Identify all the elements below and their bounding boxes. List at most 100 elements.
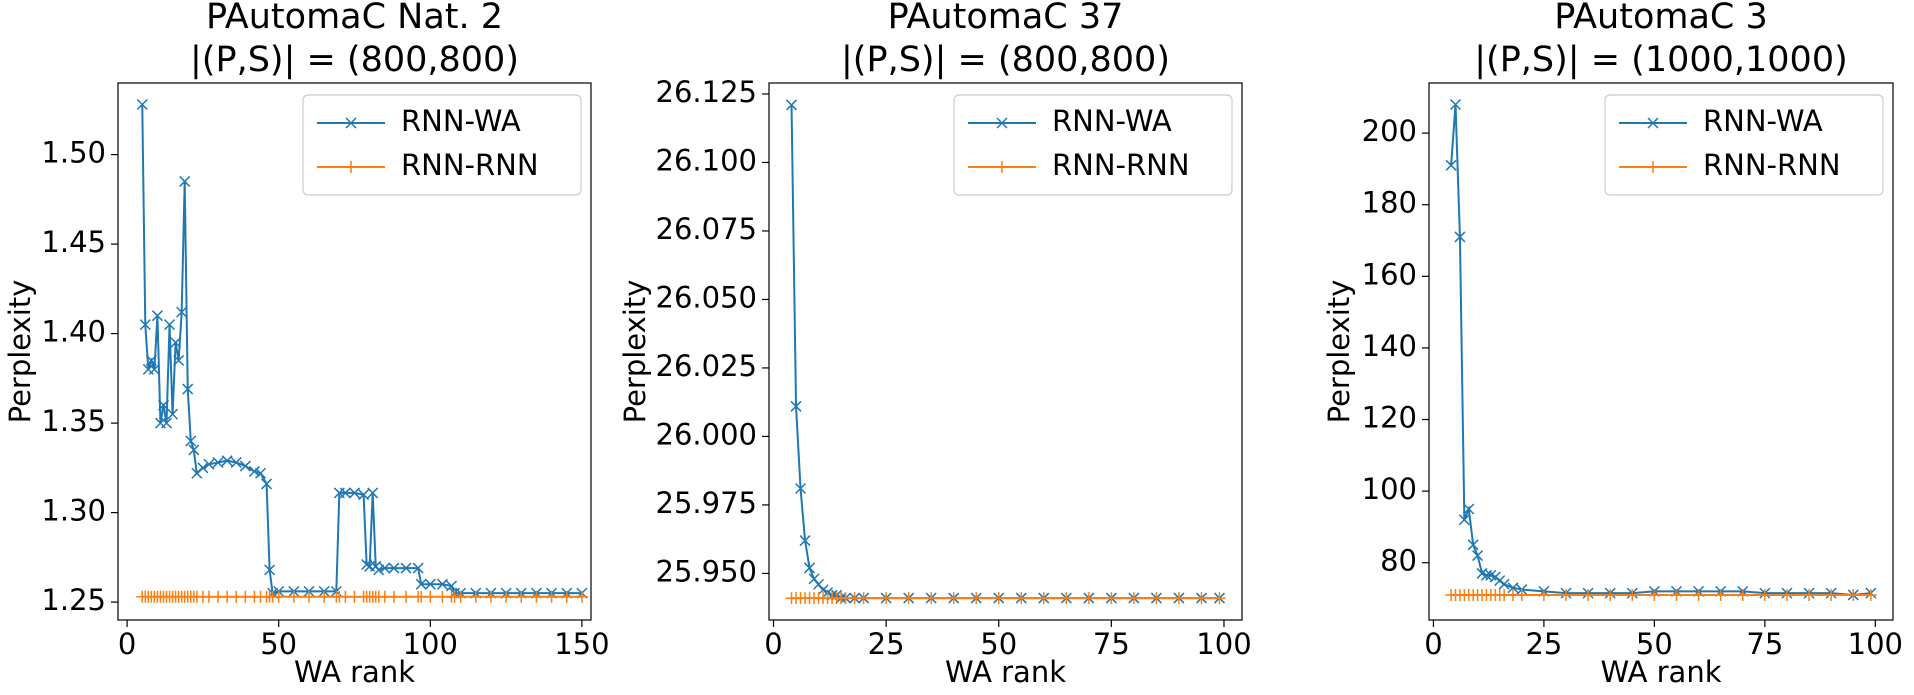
data-point — [469, 590, 482, 603]
data-point — [164, 319, 176, 331]
data-point — [1458, 514, 1470, 526]
x-axis-label: WA rank — [294, 655, 415, 689]
data-point — [1150, 592, 1163, 605]
data-point — [880, 592, 893, 605]
y-tick-label: 26.100 — [656, 143, 757, 177]
data-point — [145, 354, 157, 366]
y-tick-label: 1.25 — [41, 583, 106, 617]
data-point — [992, 592, 1005, 605]
y-tick-label: 140 — [1362, 329, 1417, 363]
y-tick-label: 1.45 — [41, 225, 106, 259]
data-point — [902, 592, 915, 605]
data-point — [970, 592, 983, 605]
legend-box — [953, 94, 1233, 196]
y-tick-label: 26.125 — [656, 75, 757, 109]
y-tick-label: 25.950 — [656, 554, 757, 588]
data-point — [173, 354, 185, 366]
y-tick-label: 200 — [1362, 114, 1417, 148]
plot-frame — [768, 82, 1243, 621]
legend-marker — [996, 161, 1008, 173]
data-point — [182, 383, 194, 395]
data-point — [790, 400, 802, 412]
data-point — [545, 590, 558, 603]
data-point — [254, 467, 267, 479]
data-point — [261, 478, 273, 490]
data-point — [239, 460, 251, 472]
chart-subtitle: |(P,S)| = (800,800) — [190, 40, 519, 80]
data-point — [1847, 588, 1860, 601]
y-tick-label: 120 — [1362, 401, 1417, 435]
data-point — [358, 489, 370, 501]
data-point — [1467, 539, 1479, 551]
data-point — [339, 487, 351, 499]
data-point — [484, 590, 497, 603]
legend-label: RNN-RNN — [1703, 148, 1841, 182]
y-tick-label: 160 — [1362, 257, 1417, 291]
y-tick-label: 26.000 — [656, 417, 757, 451]
data-point — [203, 458, 215, 470]
x-tick-label: 0 — [1424, 627, 1442, 661]
data-point — [1648, 588, 1661, 601]
y-tick-label: 26.050 — [656, 280, 757, 314]
chart-title: PAutomaC 37 — [888, 0, 1124, 37]
data-point — [221, 455, 233, 467]
y-tick-label: 100 — [1362, 472, 1417, 506]
data-point — [795, 482, 807, 495]
data-point — [373, 564, 385, 576]
legend-label: RNN-WA — [1703, 104, 1823, 138]
data-point — [1780, 588, 1793, 601]
data-point — [445, 580, 458, 592]
y-axis-label: Perplexity — [618, 280, 652, 424]
data-point — [1082, 592, 1095, 605]
plot-frame — [1428, 82, 1894, 621]
legend-label: RNN-RNN — [1052, 148, 1190, 182]
data-point — [318, 590, 331, 603]
legend-marker — [345, 161, 357, 173]
data-point — [151, 310, 163, 322]
data-point — [804, 562, 816, 574]
data-point — [1507, 582, 1519, 594]
data-point — [139, 319, 151, 331]
x-tick-label: 50 — [980, 627, 1017, 661]
data-point — [248, 465, 260, 477]
data-point — [424, 578, 436, 590]
data-point — [160, 417, 173, 429]
data-point — [188, 444, 200, 456]
y-tick-label: 1.35 — [41, 404, 106, 438]
x-tick-label: 25 — [868, 627, 905, 661]
data-point — [1559, 588, 1572, 601]
data-point — [785, 99, 798, 111]
x-tick-label: 50 — [1636, 627, 1673, 661]
legend-box — [1604, 94, 1884, 196]
data-point — [1692, 588, 1705, 601]
data-point — [560, 590, 573, 603]
data-point — [947, 592, 960, 605]
chart-title: PAutomaC 3 — [1554, 0, 1768, 37]
chart-title: PAutomaC Nat. 2 — [206, 0, 503, 37]
legend-label: RNN-RNN — [401, 148, 539, 182]
data-point — [361, 558, 373, 571]
data-point — [272, 590, 285, 603]
data-point — [1105, 592, 1118, 605]
x-tick-label: 100 — [1848, 627, 1903, 661]
data-point — [1463, 503, 1475, 515]
data-point — [212, 456, 224, 469]
y-tick-label: 80 — [1380, 544, 1417, 578]
data-point — [412, 562, 424, 574]
y-axis-label: Perplexity — [3, 280, 37, 424]
y-tick-label: 1.30 — [41, 494, 106, 528]
y-tick-label: 1.50 — [41, 136, 106, 170]
data-point — [515, 590, 528, 603]
x-tick-label: 0 — [764, 627, 782, 661]
x-tick-label: 75 — [1746, 627, 1783, 661]
data-point — [1449, 98, 1462, 111]
x-axis-label: WA rank — [1600, 655, 1721, 689]
data-point — [436, 578, 448, 590]
data-point — [1445, 159, 1457, 171]
data-point — [1498, 578, 1510, 590]
y-tick-label: 1.40 — [41, 315, 106, 349]
legend-marker — [1647, 161, 1659, 173]
data-point — [1480, 569, 1492, 581]
data-point — [857, 592, 870, 605]
